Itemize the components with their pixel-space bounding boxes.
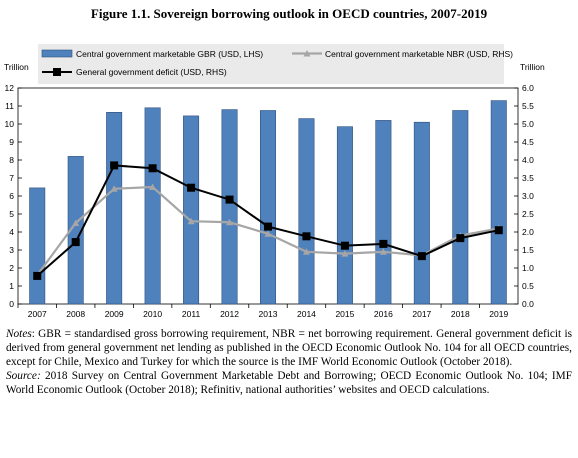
point-deficit-2011: [187, 183, 196, 192]
y-axis-label-left: Trillion: [4, 62, 29, 72]
tick-label-right: 5.0: [522, 119, 534, 129]
point-nbr-2014: [302, 248, 310, 255]
point-deficit-2017: [417, 252, 426, 261]
tick-label-left: 12: [5, 83, 15, 93]
bar-gbr-2009: [106, 112, 123, 305]
legend-marker-deficit: [53, 68, 61, 76]
tick-label-x: 2010: [143, 309, 162, 319]
point-deficit-2008: [71, 238, 80, 247]
legend-swatch-gbr: [41, 49, 73, 58]
tick-label-x: 2014: [297, 309, 316, 319]
tick-label-right: 3.0: [522, 191, 534, 201]
bar-series: [29, 100, 507, 305]
tick-label-x: 2012: [220, 309, 239, 319]
chart: 01234567891011120.00.51.01.52.02.53.03.5…: [4, 44, 545, 319]
notes-block: Notes: GBR = standardised gross borrowin…: [6, 327, 572, 397]
legend-label-nbr: Central government marketable NBR (USD, …: [325, 49, 513, 59]
point-nbr-2010: [149, 183, 157, 190]
tick-label-left: 3: [9, 245, 14, 255]
tick-label-x: 2018: [451, 309, 470, 319]
tick-label-left: 1: [9, 281, 14, 291]
tick-label-x: 2008: [66, 309, 85, 319]
bar-gbr-2013: [260, 110, 276, 305]
tick-label-right: 3.5: [522, 173, 534, 183]
tick-label-left: 8: [9, 155, 14, 165]
point-deficit-2012: [225, 195, 234, 204]
tick-label-right: 2.5: [522, 209, 534, 219]
tick-label-left: 6: [9, 191, 14, 201]
point-nbr-2008: [72, 219, 80, 226]
line-series: [33, 161, 503, 280]
bar-gbr-2010: [144, 107, 161, 305]
tick-label-right: 0.0: [522, 299, 534, 309]
tick-label-left: 9: [9, 137, 14, 147]
source-text: 2018 Survey on Central Government Market…: [6, 370, 572, 396]
tick-label-right: 6.0: [522, 83, 534, 93]
tick-label-x: 2017: [412, 309, 431, 319]
notes-text: : GBR = standardised gross borrowing req…: [6, 328, 572, 368]
legend-marker-nbr: [303, 50, 311, 57]
tick-label-left: 4: [9, 227, 14, 237]
point-nbr-2016: [379, 248, 387, 255]
tick-label-left: 0: [9, 299, 14, 309]
point-deficit-2015: [340, 241, 349, 250]
notes-label: Notes: [6, 328, 32, 340]
tick-label-right: 4.0: [522, 155, 534, 165]
point-nbr-2009: [110, 185, 118, 192]
tick-label-right: 4.5: [522, 137, 534, 147]
tick-label-right: 2.0: [522, 227, 534, 237]
bar-gbr-2016: [375, 120, 392, 305]
point-nbr-2015: [341, 250, 349, 257]
legend-label-gbr: Central government marketable GBR (USD, …: [76, 49, 263, 59]
legend-box: [38, 44, 504, 84]
tick-label-x: 2013: [259, 309, 278, 319]
point-deficit-2010: [148, 164, 157, 173]
source-label: Source:: [6, 370, 41, 382]
bar-gbr-2012: [221, 109, 238, 305]
tick-label-x: 2007: [28, 309, 47, 319]
figure-title: Figure 1.1. Sovereign borrowing outlook …: [90, 6, 488, 21]
tick-label-left: 5: [9, 209, 14, 219]
point-nbr-2013: [264, 230, 272, 237]
point-deficit-2016: [379, 239, 388, 248]
tick-label-left: 7: [9, 173, 14, 183]
point-deficit-2018: [456, 234, 465, 243]
bar-gbr-2019: [490, 100, 507, 305]
tick-label-left: 10: [5, 119, 15, 129]
tick-label-x: 2009: [105, 309, 124, 319]
tick-label-left: 2: [9, 263, 14, 273]
point-deficit-2013: [264, 222, 272, 231]
bar-gbr-2011: [183, 115, 200, 305]
point-deficit-2007: [33, 271, 42, 280]
bar-gbr-2015: [336, 126, 353, 305]
bar-gbr-2017: [413, 121, 430, 305]
tick-label-right: 5.5: [522, 101, 534, 111]
point-nbr-2012: [226, 218, 234, 226]
tick-label-x: 2015: [335, 309, 354, 319]
tick-label-right: 0.5: [522, 281, 534, 291]
tick-label-left: 11: [5, 101, 14, 111]
tick-label-right: 1.5: [522, 245, 534, 255]
point-deficit-2019: [494, 226, 503, 235]
bar-gbr-2018: [452, 110, 469, 305]
bar-gbr-2008: [67, 156, 84, 305]
point-deficit-2009: [110, 161, 119, 170]
axes: 01234567891011120.00.51.01.52.02.53.03.5…: [4, 62, 545, 319]
tick-label-x: 2016: [374, 309, 393, 319]
tick-label-x: 2011: [182, 309, 201, 319]
notes-paragraph: Notes: GBR = standardised gross borrowin…: [6, 327, 572, 369]
bar-gbr-2014: [298, 118, 315, 305]
point-deficit-2014: [302, 232, 311, 241]
bar-gbr-2007: [29, 187, 46, 305]
y-axis-label-right: Trillion: [520, 62, 545, 72]
legend: Central government marketable GBR (USD, …: [38, 44, 513, 84]
point-nbr-2011: [187, 217, 195, 225]
source-paragraph: Source: 2018 Survey on Central Governmen…: [6, 369, 572, 397]
tick-label-right: 1.0: [522, 263, 534, 273]
legend-label-deficit: General government deficit (USD, RHS): [76, 67, 227, 77]
tick-label-x: 2019: [489, 309, 508, 319]
